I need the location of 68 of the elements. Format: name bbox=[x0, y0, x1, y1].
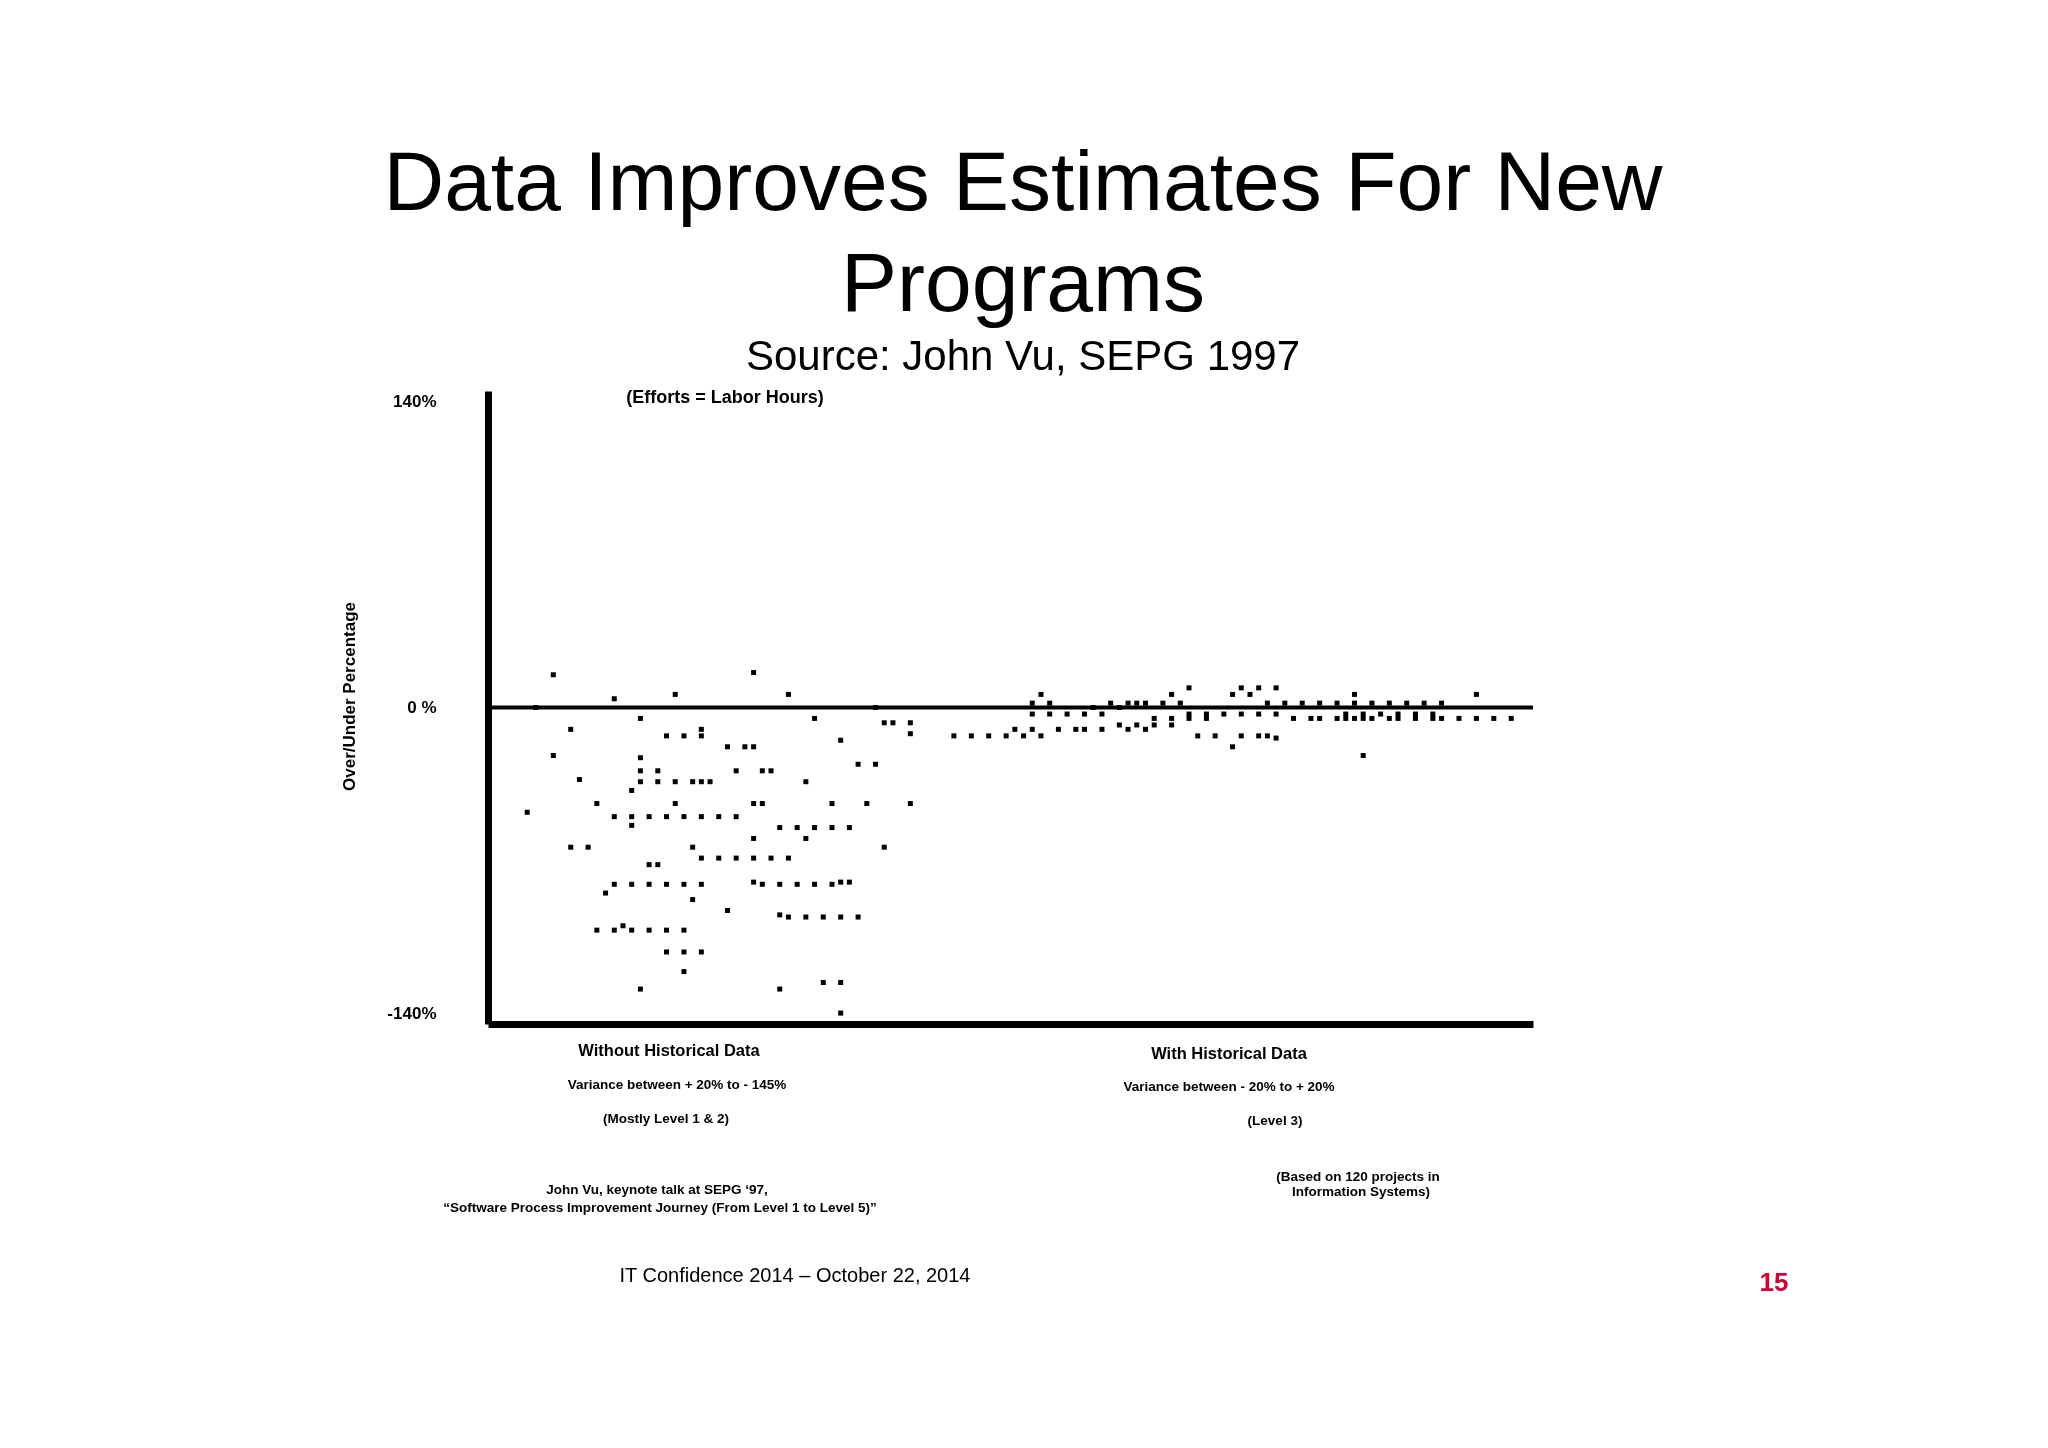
point bbox=[646, 927, 652, 933]
point bbox=[698, 779, 704, 785]
point bbox=[1273, 735, 1279, 741]
point bbox=[698, 855, 704, 861]
point bbox=[681, 927, 687, 933]
point bbox=[751, 801, 757, 807]
point bbox=[1029, 726, 1035, 732]
text: IT Confidence 2014 – October 22, 2014 bbox=[619, 1264, 971, 1286]
point bbox=[838, 1010, 844, 1016]
point bbox=[664, 949, 670, 955]
point bbox=[1169, 722, 1175, 728]
text: “Software Process Improvement Journey (From Level 1 to Level 5)” bbox=[443, 1200, 877, 1215]
point bbox=[637, 986, 643, 992]
point bbox=[690, 897, 696, 903]
point bbox=[751, 855, 757, 861]
point bbox=[838, 980, 844, 986]
point bbox=[829, 881, 835, 887]
text: Variance between + 20% to - 145% bbox=[567, 1077, 787, 1092]
y-tick-label: 140% bbox=[393, 392, 437, 412]
point bbox=[629, 881, 635, 887]
text: (Mostly Level 1 & 2) bbox=[602, 1111, 730, 1126]
text: (Based on 120 projects in bbox=[1276, 1169, 1440, 1184]
point bbox=[637, 768, 643, 774]
point bbox=[1351, 715, 1357, 721]
point bbox=[812, 881, 818, 887]
text: Information Systems) bbox=[1291, 1184, 1431, 1199]
point bbox=[777, 912, 783, 918]
point bbox=[751, 835, 757, 841]
y-tick-label: 0 % bbox=[407, 698, 437, 717]
point bbox=[838, 914, 844, 920]
annotation: (Efforts = Labor Hours) bbox=[626, 387, 824, 407]
point bbox=[698, 814, 704, 820]
point bbox=[698, 949, 704, 955]
point bbox=[655, 862, 661, 868]
y-axis-title: Over/Under Percentage bbox=[339, 602, 359, 791]
point bbox=[1238, 733, 1244, 739]
text: With Historical Data bbox=[1151, 1044, 1308, 1062]
point bbox=[1360, 753, 1366, 759]
text: 15 bbox=[1759, 1267, 1789, 1297]
point bbox=[1186, 715, 1192, 721]
chart-title: Data Improves Estimates For New Programs bbox=[383, 134, 1663, 329]
point bbox=[681, 969, 687, 975]
point bbox=[733, 855, 739, 861]
point bbox=[672, 801, 678, 807]
point bbox=[611, 881, 617, 887]
point bbox=[803, 914, 809, 920]
point bbox=[664, 881, 670, 887]
point bbox=[664, 927, 670, 933]
point bbox=[629, 927, 635, 933]
point bbox=[1256, 733, 1262, 739]
text: Variance between - 20% to + 20% bbox=[1123, 1079, 1335, 1094]
text: John Vu, keynote talk at SEPG ‘97, bbox=[546, 1182, 768, 1197]
point bbox=[751, 879, 757, 885]
point bbox=[629, 822, 635, 828]
text: Without Historical Data bbox=[578, 1041, 761, 1059]
text: (Level 3) bbox=[1247, 1113, 1303, 1128]
point bbox=[777, 986, 783, 992]
point bbox=[698, 881, 704, 887]
y-tick-label: -140% bbox=[387, 1003, 437, 1023]
point bbox=[681, 949, 687, 955]
point bbox=[637, 779, 643, 785]
point bbox=[907, 801, 913, 807]
point bbox=[681, 881, 687, 887]
point bbox=[785, 914, 791, 920]
point bbox=[611, 927, 617, 933]
point bbox=[646, 881, 652, 887]
chart-subtitle: Source: John Vu, SEPG 1997 bbox=[745, 332, 1301, 379]
point bbox=[759, 881, 765, 887]
